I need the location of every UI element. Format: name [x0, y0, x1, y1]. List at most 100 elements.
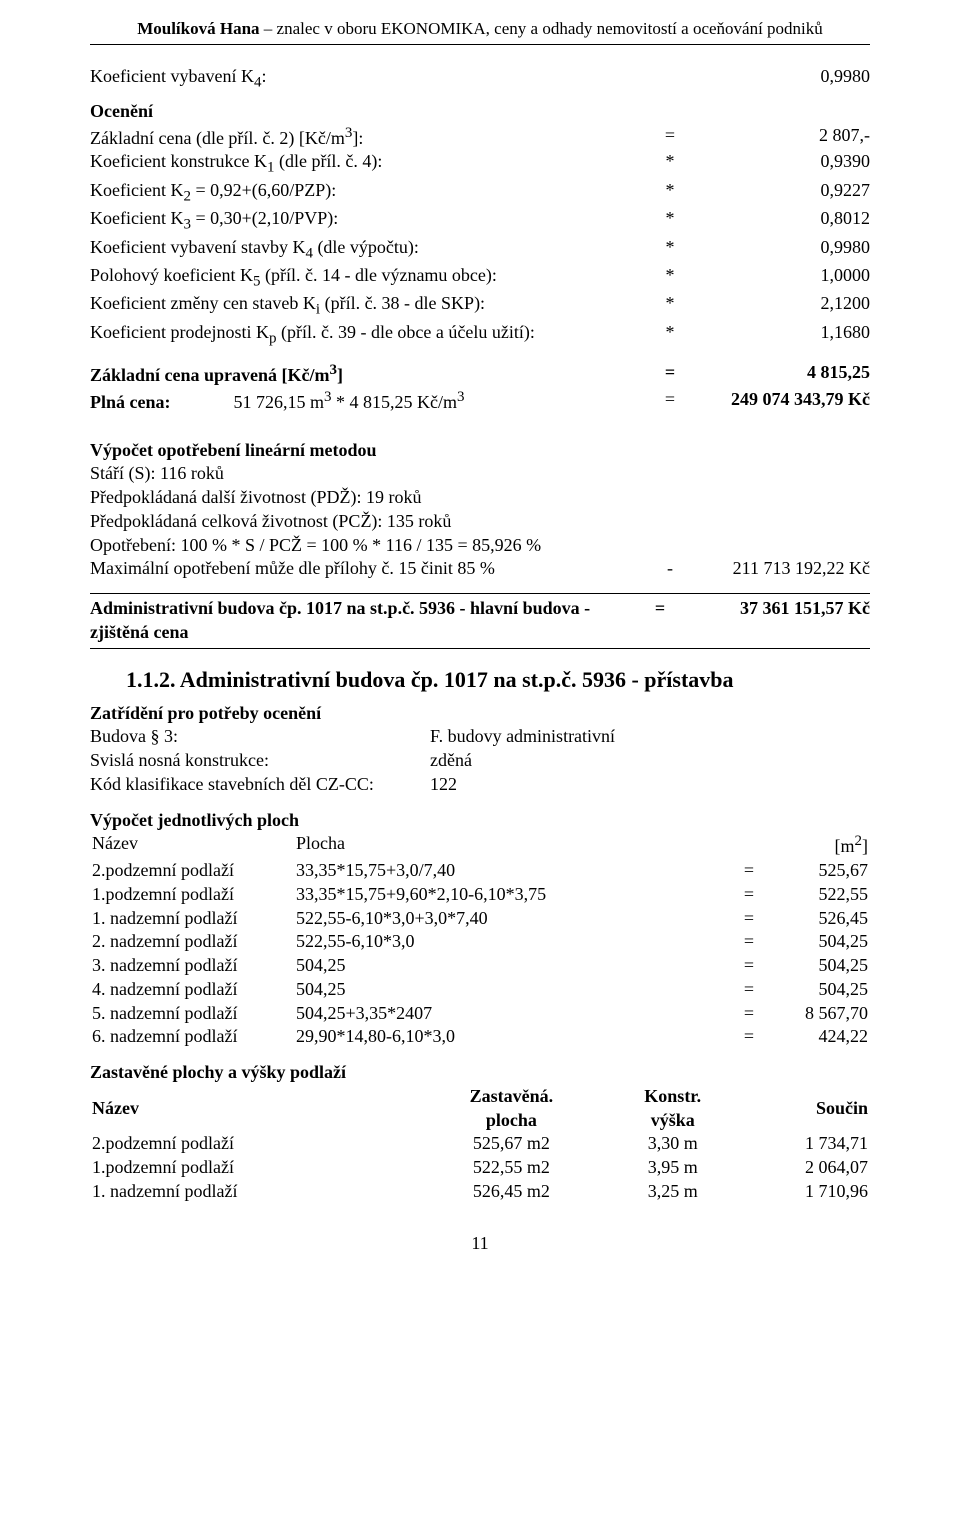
plochy-res: 526,45 — [766, 907, 870, 931]
plochy-title: Výpočet jednotlivých ploch — [90, 809, 870, 833]
calc-row-label: Koeficient prodejnosti Kp (příl. č. 39 -… — [90, 321, 640, 349]
calc-row: Koeficient konstrukce K1 (dle příl. č. 4… — [90, 150, 870, 178]
calc-row: Základní cena (dle příl. č. 2) [Kč/m3]:=… — [90, 124, 870, 151]
plochy-eq: = — [732, 978, 766, 1002]
header-rest: – znalec v oboru EKONOMIKA, ceny a odhad… — [260, 19, 823, 38]
calc-row-val: 2,1200 — [700, 292, 870, 320]
section-112-title: 1.1.2. Administrativní budova čp. 1017 n… — [126, 665, 870, 694]
plochy-eq: = — [732, 954, 766, 978]
table-row: 1.podzemní podlaží522,55 m23,95 m2 064,0… — [90, 1156, 870, 1180]
plochy-eq: = — [732, 1025, 766, 1049]
upravena-row: Základní cena upravená [Kč/m3] = 4 815,2… — [90, 361, 870, 388]
opotrebeni-line1: Stáří (S): 116 roků — [90, 462, 870, 486]
plochy-expr: 33,35*15,75+9,60*2,10-6,10*3,75 — [294, 883, 732, 907]
zatrideni-row: Svislá nosná konstrukce:zděná — [90, 749, 870, 773]
zatrideni-val: zděná — [430, 749, 870, 773]
zast-name: 1.podzemní podlaží — [90, 1156, 419, 1180]
opotrebeni-line5-op: - — [640, 557, 700, 581]
plochy-eq: = — [732, 930, 766, 954]
calc-row-label: Koeficient K3 = 0,30+(2,10/PVP): — [90, 207, 640, 235]
admin-result-val: 37 361 151,57 Kč — [700, 597, 870, 621]
calc-row-op: * — [640, 264, 700, 292]
plochy-eq: = — [732, 1002, 766, 1026]
koef-vybaveni-value: 0,9980 — [700, 65, 870, 93]
calc-row-val: 1,1680 — [700, 321, 870, 349]
calc-row: Koeficient prodejnosti Kp (příl. č. 39 -… — [90, 321, 870, 349]
calc-row: Polohový koeficient K5 (příl. č. 14 - dl… — [90, 264, 870, 292]
opotrebeni-line3: Předpokládaná celková životnost (PCŽ): 1… — [90, 510, 870, 534]
calc-row-op: * — [640, 150, 700, 178]
table-row: 4. nadzemní podlaží504,25=504,25 — [90, 978, 870, 1002]
zast-zp: 522,55 m2 — [419, 1156, 603, 1180]
calc-row-label: Koeficient K2 = 0,92+(6,60/PZP): — [90, 179, 640, 207]
zast-table: Název Zastavěná. Konstr. Součin plocha v… — [90, 1085, 870, 1204]
plochy-expr: 504,25 — [294, 978, 732, 1002]
table-row: 1.podzemní podlaží33,35*15,75+9,60*2,10-… — [90, 883, 870, 907]
plochy-eq: = — [732, 907, 766, 931]
zatrideni-key: Svislá nosná konstrukce: — [90, 749, 430, 773]
table-row: 1. nadzemní podlaží522,55-6,10*3,0+3,0*7… — [90, 907, 870, 931]
zast-head-kv2: výška — [603, 1109, 742, 1133]
calc-row-val: 0,9390 — [700, 150, 870, 178]
header-name: Moulíková Hana — [137, 19, 259, 38]
table-row: 2.podzemní podlaží525,67 m23,30 m1 734,7… — [90, 1132, 870, 1156]
upravena-label: Základní cena upravená [Kč/m3] — [90, 361, 640, 388]
calc-row-op: * — [640, 292, 700, 320]
plna-val: 249 074 343,79 Kč — [700, 388, 870, 415]
calc-row-op: * — [640, 207, 700, 235]
zast-kv: 3,95 m — [603, 1156, 742, 1180]
plochy-res: 522,55 — [766, 883, 870, 907]
table-row: 6. nadzemní podlaží29,90*14,80-6,10*3,0=… — [90, 1025, 870, 1049]
koef-vybaveni-row: Koeficient vybavení K4: 0,9980 — [90, 65, 870, 93]
table-row: 2. nadzemní podlaží522,55-6,10*3,0=504,2… — [90, 930, 870, 954]
plochy-res: 525,67 — [766, 859, 870, 883]
calc-row-val: 0,8012 — [700, 207, 870, 235]
admin-result-op: = — [630, 597, 690, 621]
plochy-eq: = — [732, 859, 766, 883]
zast-zp: 525,67 m2 — [419, 1132, 603, 1156]
plna-label: Plná cena: 51 726,15 m3 * 4 815,25 Kč/m3 — [90, 388, 640, 415]
plochy-expr: 29,90*14,80-6,10*3,0 — [294, 1025, 732, 1049]
plna-row: Plná cena: 51 726,15 m3 * 4 815,25 Kč/m3… — [90, 388, 870, 415]
zast-kv: 3,25 m — [603, 1180, 742, 1204]
calc-row: Koeficient vybavení stavby K4 (dle výpoč… — [90, 236, 870, 264]
zast-head-kv1: Konstr. — [603, 1085, 742, 1109]
admin-result-label: Administrativní budova čp. 1017 na st.p.… — [90, 597, 620, 645]
plochy-name: 5. nadzemní podlaží — [90, 1002, 294, 1026]
plochy-expr: 504,25 — [294, 954, 732, 978]
zast-sc: 2 064,07 — [742, 1156, 870, 1180]
zast-zp: 526,45 m2 — [419, 1180, 603, 1204]
zast-name: 2.podzemní podlaží — [90, 1132, 419, 1156]
oceneni-title: Ocenění — [90, 100, 870, 124]
plochy-head-name: Název — [90, 832, 294, 859]
calc-row-label: Koeficient změny cen staveb Ki (příl. č.… — [90, 292, 640, 320]
plochy-name: 1. nadzemní podlaží — [90, 907, 294, 931]
opotrebeni-title: Výpočet opotřebení lineární metodou — [90, 439, 870, 463]
calc-row-op: * — [640, 321, 700, 349]
plochy-res: 504,25 — [766, 954, 870, 978]
plochy-res: 424,22 — [766, 1025, 870, 1049]
plochy-head-expr: Plocha — [294, 832, 732, 859]
plochy-expr: 33,35*15,75+3,0/7,40 — [294, 859, 732, 883]
zatrideni-key: Kód klasifikace stavebních děl CZ-CC: — [90, 773, 430, 797]
upravena-op: = — [640, 361, 700, 388]
plochy-name: 2. nadzemní podlaží — [90, 930, 294, 954]
zast-sc: 1 734,71 — [742, 1132, 870, 1156]
opotrebeni-line5-val: 211 713 192,22 Kč — [700, 557, 870, 581]
plochy-expr: 522,55-6,10*3,0+3,0*7,40 — [294, 907, 732, 931]
calc-row: Koeficient změny cen staveb Ki (příl. č.… — [90, 292, 870, 320]
plochy-expr: 504,25+3,35*2407 — [294, 1002, 732, 1026]
calc-row-label: Koeficient konstrukce K1 (dle příl. č. 4… — [90, 150, 640, 178]
zast-head-name: Název — [90, 1085, 419, 1133]
plochy-res: 504,25 — [766, 930, 870, 954]
calc-row-op: * — [640, 236, 700, 264]
plochy-table: Název Plocha [m2] 2.podzemní podlaží33,3… — [90, 832, 870, 1049]
page-number: 11 — [90, 1232, 870, 1256]
zast-head-zp1: Zastavěná. — [419, 1085, 603, 1109]
koef-vybaveni-label: Koeficient vybavení K4: — [90, 65, 700, 93]
opotrebeni-line5-label: Maximální opotřebení může dle přílohy č.… — [90, 557, 640, 581]
plochy-head-unit: [m2] — [766, 832, 870, 859]
zast-name: 1. nadzemní podlaží — [90, 1180, 419, 1204]
calc-row-op: = — [640, 124, 700, 151]
zatrideni-row: Kód klasifikace stavebních děl CZ-CC:122 — [90, 773, 870, 797]
